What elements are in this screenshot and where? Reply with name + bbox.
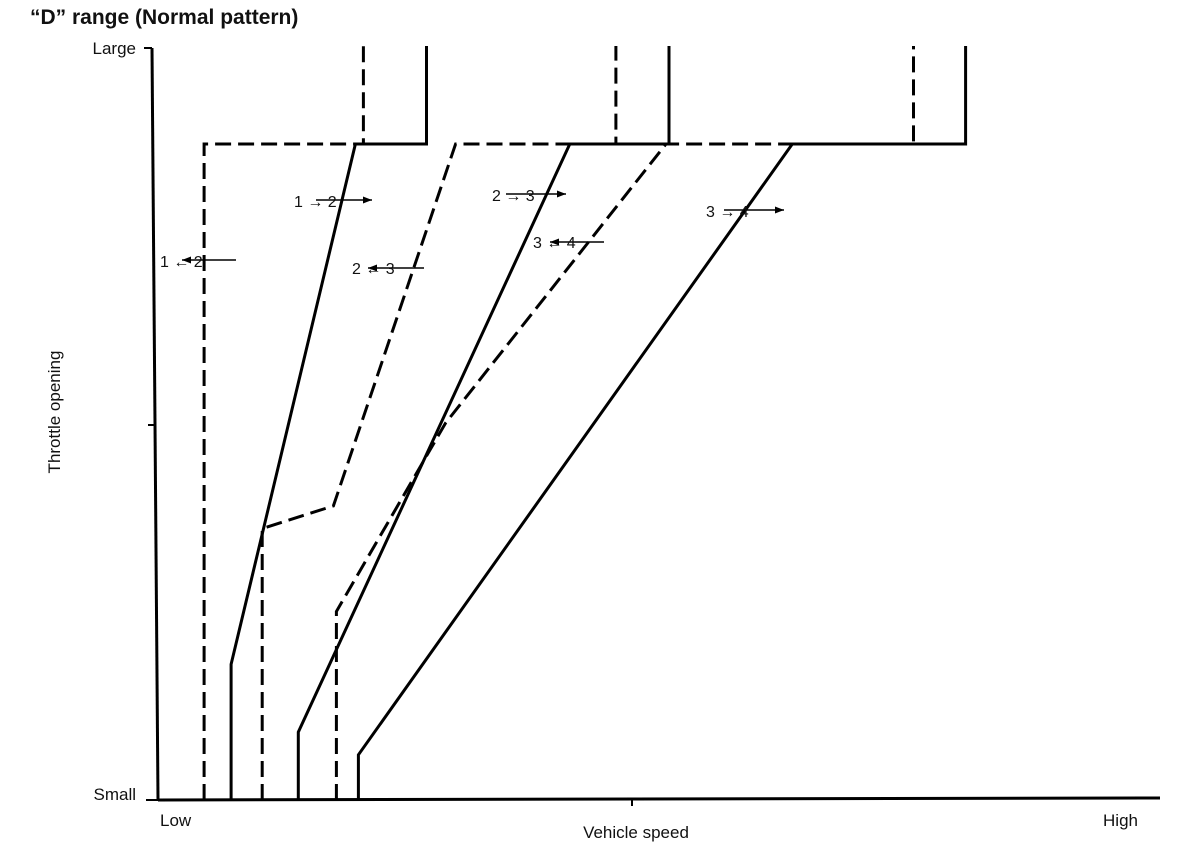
- shift-label-2-3-downshift: 2 ← 3: [352, 261, 395, 278]
- shift-label-2-3-upshift: 2 → 3: [492, 188, 535, 205]
- series-line-upshift-3-4: [356, 46, 968, 800]
- series-layer: [182, 46, 968, 800]
- x-axis-label: Vehicle speed: [583, 823, 689, 842]
- shift-label-text: 2 ← 3: [352, 261, 395, 278]
- series-line-upshift-1-2: [229, 46, 428, 800]
- series-line-downshift-2-3: [260, 46, 659, 800]
- shift-arrow: [368, 264, 424, 272]
- x-tick-label-low: Low: [160, 811, 192, 830]
- y-tick-label-large: Large: [93, 39, 136, 58]
- shift-label-3-4-upshift: 3 → 4: [706, 204, 749, 221]
- shift-arrow: [506, 190, 566, 198]
- shift-label-text: 1 → 2: [294, 194, 337, 211]
- shift-arrow: [182, 256, 236, 264]
- series-line-downshift-1-2: [202, 46, 365, 800]
- series-line-upshift-2-3: [296, 46, 671, 800]
- shift-label-1-2-downshift: 1 ← 2: [160, 254, 203, 271]
- shift-arrow: [724, 206, 784, 214]
- shift-label-3-4-downshift: 3 ← 4: [533, 235, 576, 252]
- y-axis-label: Throttle opening: [45, 351, 64, 474]
- series-line-downshift-3-4: [334, 46, 915, 800]
- x-axis: [157, 796, 1161, 802]
- y-tick-label-small: Small: [93, 785, 136, 804]
- shift-arrow: [550, 238, 604, 246]
- chart-title: “D” range (Normal pattern): [30, 6, 298, 29]
- shift-label-1-2-upshift: 1 → 2: [294, 194, 337, 211]
- shift-label-text: 2 → 3: [492, 188, 535, 205]
- x-tick-label-high: High: [1103, 811, 1138, 830]
- shift-label-text: 3 → 4: [706, 204, 749, 221]
- shift-arrow: [316, 196, 372, 204]
- shift-label-text: 1 ← 2: [160, 254, 203, 271]
- shift-label-text: 3 ← 4: [533, 235, 576, 252]
